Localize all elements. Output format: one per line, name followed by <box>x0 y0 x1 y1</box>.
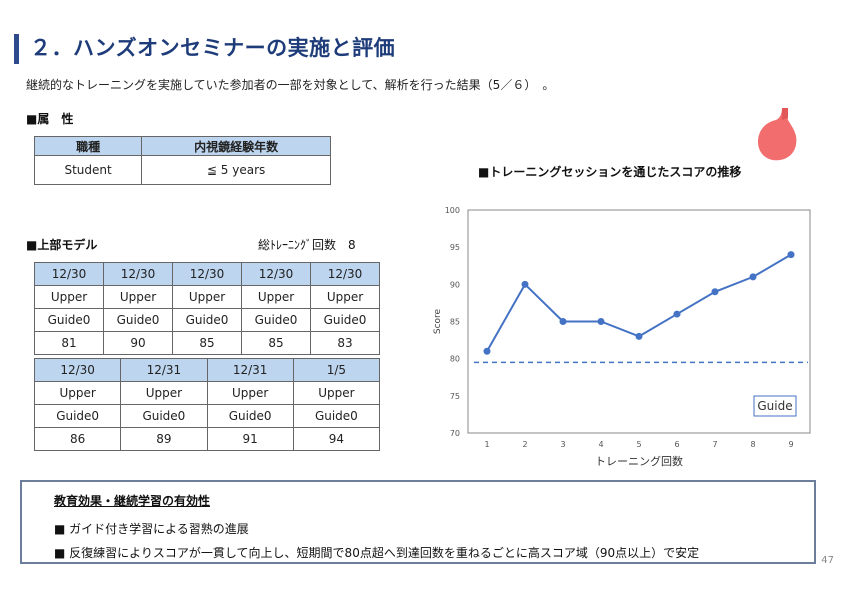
x-tick-label: 3 <box>560 440 565 449</box>
session-score: 89 <box>120 427 208 451</box>
session-date: 12/30 <box>34 262 104 286</box>
y-tick-label: 80 <box>450 355 460 364</box>
session-guide: Guide0 <box>172 308 242 332</box>
session-model: Upper <box>120 381 208 405</box>
attributes-label: ■属 性 <box>26 112 74 126</box>
x-tick-label: 4 <box>598 440 603 449</box>
session-guide: Guide0 <box>310 308 380 332</box>
session-guide: Guide0 <box>103 308 173 332</box>
score-chart: 70 75 80 85 90 95 100 1 2 3 4 5 6 7 8 9 Guide Score トレーニング… <box>433 206 811 468</box>
session-date: 12/31 <box>120 358 208 382</box>
summary-box: 教育効果・継続学習の有効性 ■ ガイド付き学習による習熟の進展 ■ 反復練習によ… <box>20 480 816 564</box>
total-sessions: 総ﾄﾚｰﾆﾝｸﾞ回数 8 <box>258 238 356 252</box>
y-tick-label: 85 <box>450 318 460 327</box>
plot-frame <box>467 209 811 434</box>
session-score: 94 <box>292 427 381 451</box>
session-score: 83 <box>310 331 380 355</box>
x-tick-label: 5 <box>636 440 641 449</box>
session-model: Upper <box>310 285 380 309</box>
y-tick-label: 70 <box>450 429 460 438</box>
score-point <box>711 288 719 296</box>
session-model: Upper <box>206 381 294 405</box>
session-guide: Guide0 <box>34 308 104 332</box>
page-title: ２．ハンズオンセミナーの実施と評価 <box>30 36 396 60</box>
session-date: 12/30 <box>33 358 122 382</box>
x-tick-label: 9 <box>788 440 793 449</box>
summary-item: ■ 反復練習によりスコアが一貫して向上し、短期間で80点超へ到達回数を重ねるごと… <box>54 546 700 560</box>
session-score: 81 <box>34 331 104 355</box>
session-model: Upper <box>34 285 104 309</box>
attributes-table: 職種 内視鏡経験年数 Student ≦ 5 years <box>33 136 331 185</box>
y-tick-label: 90 <box>450 280 460 289</box>
x-tick-label: 7 <box>712 440 717 449</box>
attr-header-experience: 内視鏡経験年数 <box>141 136 331 156</box>
attr-occupation-value: Student <box>33 155 143 185</box>
attr-experience-value: ≦ 5 years <box>141 155 331 185</box>
session-model: Upper <box>33 381 122 405</box>
x-tick-label: 1 <box>484 440 489 449</box>
session-score: 90 <box>103 331 173 355</box>
session-guide: Guide0 <box>120 404 208 428</box>
session-guide: Guide0 <box>206 404 294 428</box>
session-score: 86 <box>33 427 122 451</box>
session-score: 85 <box>241 331 311 355</box>
x-axis-label: トレーニング回数 <box>595 454 683 468</box>
session-model: Upper <box>241 285 311 309</box>
summary-item: ■ ガイド付き学習による習熟の進展 <box>54 522 249 536</box>
session-score: 91 <box>206 427 294 451</box>
session-date: 12/30 <box>241 262 311 286</box>
attr-header-occupation: 職種 <box>33 136 143 156</box>
summary-heading: 教育効果・継続学習の有効性 <box>54 494 211 508</box>
session-model: Upper <box>172 285 242 309</box>
stomach-icon <box>758 108 797 161</box>
y-tick-label: 100 <box>445 206 460 215</box>
y-tick-label: 95 <box>450 243 460 252</box>
title-accent-bar <box>14 34 19 64</box>
sessions-table-2: 12/30 12/31 12/31 1/5 Upper Upper Upper … <box>33 358 381 451</box>
score-point <box>521 280 529 288</box>
session-model: Upper <box>292 381 381 405</box>
session-guide: Guide0 <box>33 404 122 428</box>
guide-legend-box <box>753 395 797 417</box>
upper-model-label: ■上部モデル <box>26 238 98 252</box>
session-date: 12/30 <box>103 262 173 286</box>
x-tick-label: 8 <box>750 440 755 449</box>
page-subtitle: 継続的なトレーニングを実施していた参加者の一部を対象として、解析を行った結果（5… <box>26 78 555 92</box>
score-point <box>749 273 757 281</box>
y-tick-label: 75 <box>450 392 460 401</box>
page-number: 47 <box>821 555 834 566</box>
session-date: 12/31 <box>206 358 294 382</box>
score-point <box>635 332 643 340</box>
session-score: 85 <box>172 331 242 355</box>
score-point <box>483 347 491 355</box>
score-point <box>597 318 605 325</box>
guide-legend-label: Guide <box>757 399 792 413</box>
session-guide: Guide0 <box>241 308 311 332</box>
session-date: 12/30 <box>310 262 380 286</box>
session-guide: Guide0 <box>292 404 381 428</box>
score-point <box>559 318 567 325</box>
session-date: 1/5 <box>292 358 381 382</box>
session-date: 12/30 <box>172 262 242 286</box>
chart-section-label: ■トレーニングセッションを通じたスコアの推移 <box>478 165 742 179</box>
sessions-table-1: 12/30 12/30 12/30 12/30 12/30 Upper Uppe… <box>34 262 380 355</box>
session-model: Upper <box>103 285 173 309</box>
x-tick-label: 6 <box>674 440 679 449</box>
score-point <box>673 310 681 318</box>
x-tick-label: 2 <box>522 440 527 449</box>
y-axis-label: Score <box>433 308 443 334</box>
score-point <box>787 251 795 259</box>
